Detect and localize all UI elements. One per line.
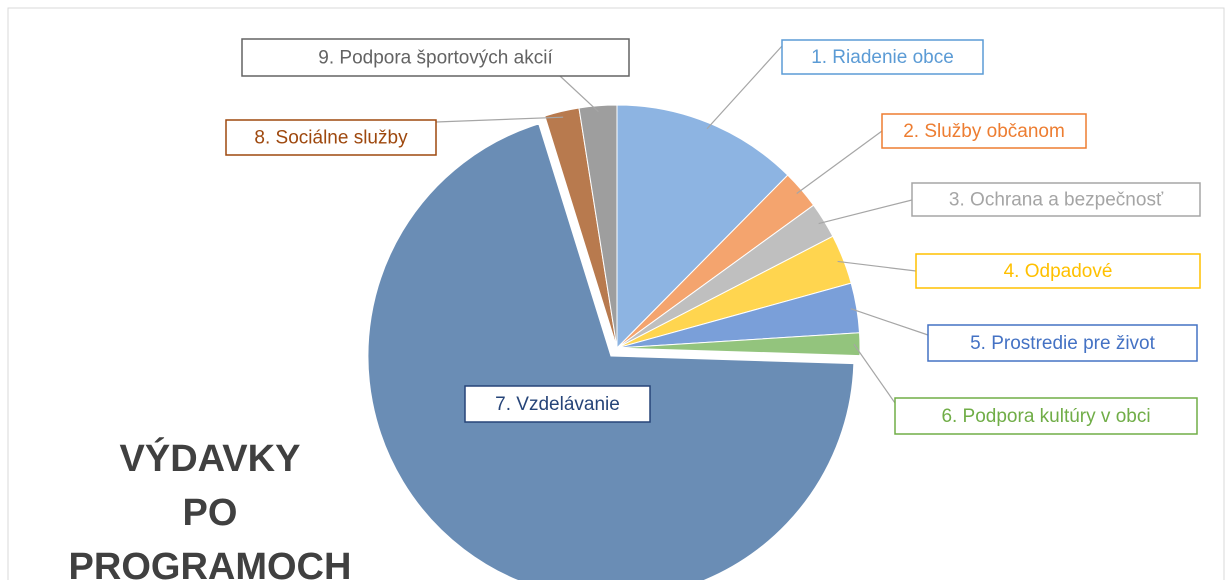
label-box — [225, 119, 437, 156]
label-box — [781, 39, 984, 75]
chart-frame — [7, 7, 1225, 580]
pie-slice — [578, 104, 618, 349]
leader-line — [796, 130, 883, 194]
leader-line — [818, 199, 913, 225]
data-label: 7. Vzdelávanie — [495, 394, 620, 415]
data-label: 9. Podpora športových akcií — [318, 48, 553, 69]
leader-line — [853, 343, 896, 404]
leader-line — [559, 75, 599, 113]
pie-slice — [367, 123, 855, 580]
data-label: 2. Služby občanom — [903, 121, 1065, 142]
pie-slice — [616, 104, 789, 350]
leader-line — [706, 45, 783, 130]
leader-line — [850, 308, 929, 336]
label-box — [464, 385, 651, 423]
label-box — [927, 324, 1198, 362]
data-label: 8. Sociálne služby — [254, 128, 408, 149]
label-box — [881, 113, 1087, 149]
chart-title: VÝDAVKY PO PROGRAMOCH — [68, 438, 352, 580]
data-label: 3. Ochrana a bezpečnosť — [949, 190, 1164, 211]
label-box — [915, 253, 1201, 289]
data-label: 1. Riadenie obce — [811, 47, 954, 68]
pie-slice — [616, 332, 861, 357]
label-box — [911, 182, 1201, 217]
label-box — [241, 38, 630, 77]
leader-line — [837, 260, 917, 272]
data-label: 6. Podpora kultúry v obci — [941, 406, 1150, 427]
label-box — [894, 397, 1198, 435]
data-label: 4. Odpadové — [1004, 261, 1113, 282]
leader-line — [435, 116, 564, 123]
data-label: 5. Prostredie pre život — [970, 333, 1156, 354]
